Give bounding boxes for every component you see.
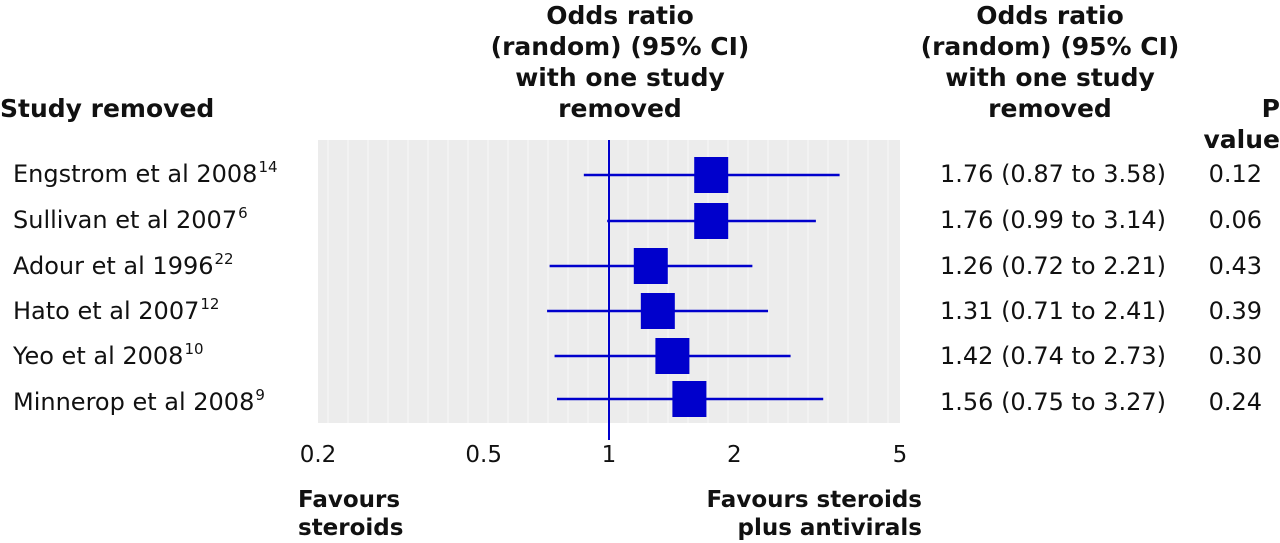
plot-header-line: with one study: [515, 63, 725, 92]
study-name: Hato et al 2007: [13, 297, 200, 325]
x-tick-label: 2: [727, 442, 742, 468]
study-label: Yeo et al 200810: [13, 340, 204, 374]
x-tick-label: 0.5: [465, 442, 502, 468]
study-reference: 6: [238, 204, 248, 222]
odds-ratio-value: 1.42 (0.74 to 2.73): [940, 342, 1167, 370]
p-value: 0.06: [1208, 206, 1262, 234]
study-label: Sullivan et al 20076: [13, 204, 248, 238]
favours-steroids-label: Favours steroids: [298, 486, 403, 542]
odds-ratio-header-line: removed: [988, 94, 1112, 123]
favours-left-line: Favours: [298, 487, 401, 513]
p-value: 0.12: [1208, 160, 1262, 188]
study-name: Engstrom et al 2008: [13, 160, 258, 188]
odds-ratio-marker: [633, 248, 668, 284]
study-label: Adour et al 199622: [13, 250, 234, 284]
plot-header-line: (random) (95% CI): [490, 32, 750, 61]
favours-right-line: plus antivirals: [737, 515, 922, 541]
x-tick-label: 1: [602, 442, 617, 468]
study-reference: 12: [200, 295, 220, 313]
study-label: Minnerop et al 20089: [13, 386, 265, 420]
study-reference: 9: [255, 386, 265, 404]
study-name: Sullivan et al 2007: [13, 206, 238, 234]
study-name: Minnerop et al 2008: [13, 388, 255, 416]
odds-ratio-value: 1.56 (0.75 to 3.27): [940, 388, 1167, 416]
p-value: 0.39: [1208, 297, 1262, 325]
odds-ratio-marker: [655, 338, 690, 374]
study-reference: 10: [184, 340, 204, 358]
x-tick-label: 5: [893, 442, 908, 468]
odds-ratio-marker: [640, 293, 675, 329]
study-label: Hato et al 200712: [13, 295, 220, 329]
favours-antivirals-label: Favours steroids plus antivirals: [700, 486, 922, 542]
odds-ratio-header-line: Odds ratio: [976, 1, 1124, 30]
odds-ratio-value: 1.31 (0.71 to 2.41): [940, 297, 1167, 325]
odds-ratio-value: 1.26 (0.72 to 2.21): [940, 252, 1167, 280]
study-name: Yeo et al 2008: [13, 342, 184, 370]
study-reference: 22: [214, 250, 234, 268]
plot-header: Odds ratio (random) (95% CI) with one st…: [470, 0, 770, 124]
study-label: Engstrom et al 200814: [13, 158, 278, 192]
odds-ratio-value: 1.76 (0.87 to 3.58): [940, 160, 1167, 188]
x-tick-label: 0.2: [300, 442, 337, 468]
p-value-header: P value: [1203, 94, 1280, 154]
p-value: 0.24: [1208, 388, 1262, 416]
odds-ratio-marker: [694, 157, 729, 193]
favours-right-line: Favours steroids: [706, 487, 922, 513]
plot-header-line: removed: [558, 94, 682, 123]
odds-ratio-header-line: (random) (95% CI): [920, 32, 1180, 61]
favours-left-line: steroids: [298, 515, 404, 541]
odds-ratio-marker: [672, 381, 707, 417]
study-reference: 14: [258, 158, 278, 176]
study-name: Adour et al 1996: [13, 252, 214, 280]
p-value: 0.30: [1208, 342, 1262, 370]
odds-ratio-header: Odds ratio (random) (95% CI) with one st…: [910, 0, 1190, 124]
p-value: 0.43: [1208, 252, 1262, 280]
study-removed-header: Study removed: [0, 94, 215, 123]
plot-header-line: Odds ratio: [546, 1, 694, 30]
odds-ratio-value: 1.76 (0.99 to 3.14): [940, 206, 1167, 234]
odds-ratio-header-line: with one study: [945, 63, 1155, 92]
odds-ratio-marker: [694, 203, 729, 239]
